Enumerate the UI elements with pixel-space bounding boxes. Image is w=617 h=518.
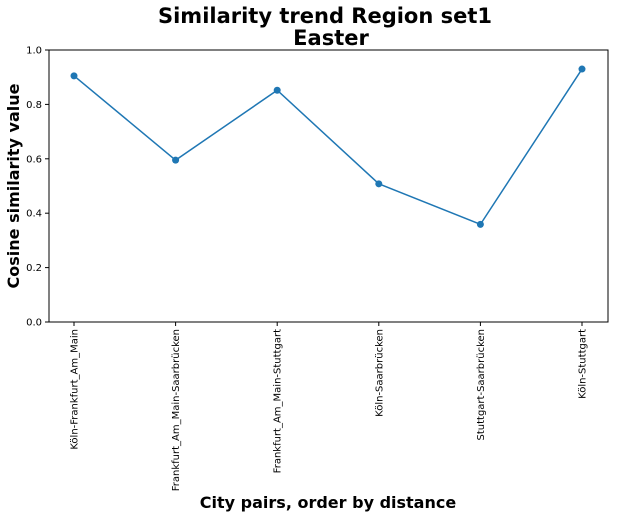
y-tick-label: 0.8: [26, 100, 42, 111]
x-tick-label: Köln-Stuttgart: [578, 329, 589, 399]
y-axis-label: Cosine similarity value: [4, 83, 23, 288]
x-axis: Köln-Frankfurt_Am_Main Frankfurt_Am_Main-…: [70, 322, 589, 491]
data-point: [476, 220, 484, 228]
x-tick-label: Stuttgart-Saarbrücken: [476, 329, 487, 441]
data-point: [578, 65, 586, 73]
y-tick-label: 1.0: [26, 46, 42, 57]
y-tick-label: 0.2: [26, 263, 42, 274]
data-point: [375, 180, 383, 188]
data-point: [273, 86, 281, 94]
x-tick-label: Köln-Saarbrücken: [374, 329, 385, 417]
plot-area-frame: [48, 49, 609, 323]
x-tick-label: Frankfurt_Am_Main-Stuttgart: [273, 329, 284, 473]
chart-title-line-1: Similarity trend Region set1: [158, 4, 492, 28]
x-tick-label: Frankfurt_Am_Main-Saarbrücken: [171, 329, 182, 491]
chart-title-line-2: Easter: [293, 26, 369, 50]
data-point: [172, 156, 180, 164]
y-tick-label: 0.0: [26, 318, 42, 329]
x-axis-label: City pairs, order by distance: [200, 493, 457, 512]
y-axis: 0.0 0.2 0.4 0.6 0.8 1.0: [26, 46, 49, 329]
series-line: [73, 68, 583, 226]
y-tick-label: 0.6: [26, 154, 42, 165]
series-layer: [70, 65, 586, 228]
x-tick-label: Köln-Frankfurt_Am_Main: [70, 329, 81, 450]
y-tick-label: 0.4: [26, 209, 42, 220]
data-point: [70, 72, 78, 80]
